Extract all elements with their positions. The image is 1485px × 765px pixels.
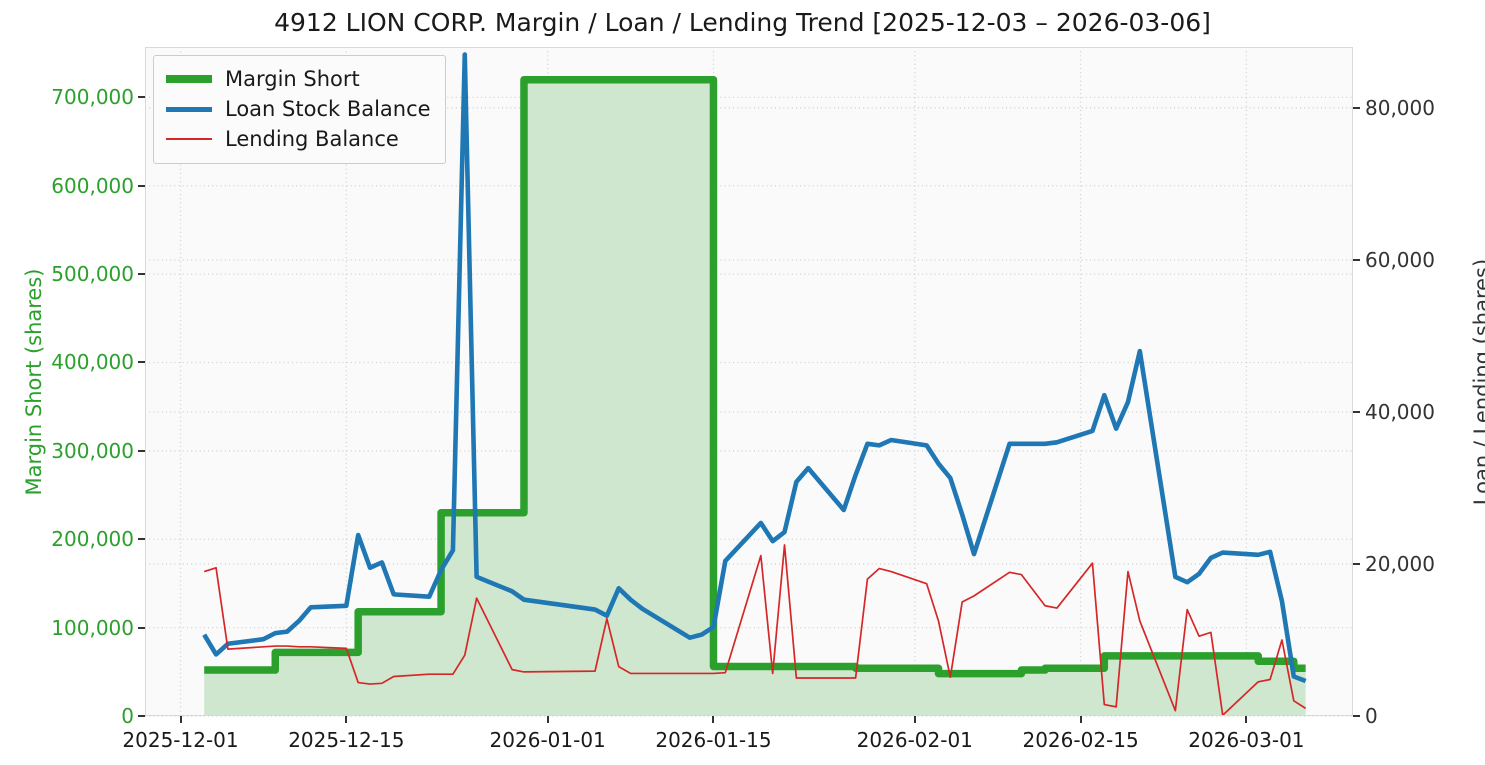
y-tick-label-left: 200,000 [51,527,134,552]
y-tick-label-left: 300,000 [51,438,134,463]
y-tick-mark-left [138,538,145,541]
y-tick-mark-left [138,361,145,364]
y-tick-label-right: 60,000 [1365,247,1435,272]
x-tick-mark [1245,716,1248,723]
y-tick-mark-right [1353,410,1360,413]
y-tick-mark-right [1353,715,1360,717]
axis-spine-bottom [145,715,1353,716]
x-tick-mark [345,716,348,723]
x-tick-mark [712,716,715,723]
legend-swatch-loan-stock-balance [166,106,212,112]
axis-spine-top [145,47,1353,48]
legend-item-margin-short[interactable]: Margin Short [166,64,431,94]
x-tick-label: 2025-12-15 [288,728,405,752]
chart-title: 4912 LION CORP. Margin / Loan / Lending … [274,8,1211,37]
axis-spine-left [145,47,146,716]
x-tick-mark [1079,716,1082,723]
y-tick-label-left: 400,000 [51,350,134,375]
y-tick-mark-left [138,273,145,276]
y-tick-mark-right [1353,562,1360,565]
x-tick-mark [546,716,549,723]
x-tick-label: 2026-02-01 [856,728,973,752]
legend-label-margin-short: Margin Short [225,67,360,91]
y-tick-mark-left [138,96,145,99]
y-tick-label-left: 100,000 [51,615,134,640]
data-series-layer [202,52,1307,717]
series-line-lending-balance [203,544,1307,717]
y-tick-mark-left [138,449,145,452]
y-tick-mark-left [138,626,145,629]
axis-spine-right [1352,47,1353,716]
y-tick-label-left: 500,000 [51,262,134,287]
y-axis-label-right: Loan / Lending (shares) [1470,258,1485,505]
y-tick-label-left: 700,000 [51,85,134,110]
y-tick-label-left: 600,000 [51,173,134,198]
x-tick-mark [179,716,182,723]
x-tick-label: 2026-01-15 [655,728,772,752]
legend-item-loan-stock-balance[interactable]: Loan Stock Balance [166,94,431,124]
y-tick-label-right: 20,000 [1365,551,1435,576]
legend-swatch-margin-short [166,75,212,83]
x-tick-label: 2025-12-01 [122,728,239,752]
y-tick-label-left: 0 [121,704,134,728]
series-area-margin-short [204,79,1306,717]
x-tick-label: 2026-02-15 [1022,728,1139,752]
chart-legend[interactable]: Margin Short Loan Stock Balance Lending Ba… [153,55,446,164]
y-axis-label-left: Margin Short (shares) [22,268,46,495]
y-tick-label-right: 40,000 [1365,399,1435,424]
x-tick-label: 2026-01-01 [489,728,606,752]
y-tick-mark-right [1353,106,1360,109]
legend-item-lending-balance[interactable]: Lending Balance [166,124,431,154]
legend-swatch-lending-balance [166,138,212,140]
x-tick-mark [913,716,916,723]
y-tick-label-right: 0 [1365,704,1378,728]
legend-label-loan-stock-balance: Loan Stock Balance [225,97,431,121]
x-tick-label: 2026-03-01 [1188,728,1305,752]
y-tick-mark-right [1353,258,1360,261]
y-tick-label-right: 80,000 [1365,95,1435,120]
series-line-margin-short [204,75,1306,678]
y-tick-mark-left [138,184,145,187]
series-line-loan-stock-balance [202,52,1307,684]
y-tick-mark-left [138,715,145,717]
legend-label-lending-balance: Lending Balance [225,127,399,151]
